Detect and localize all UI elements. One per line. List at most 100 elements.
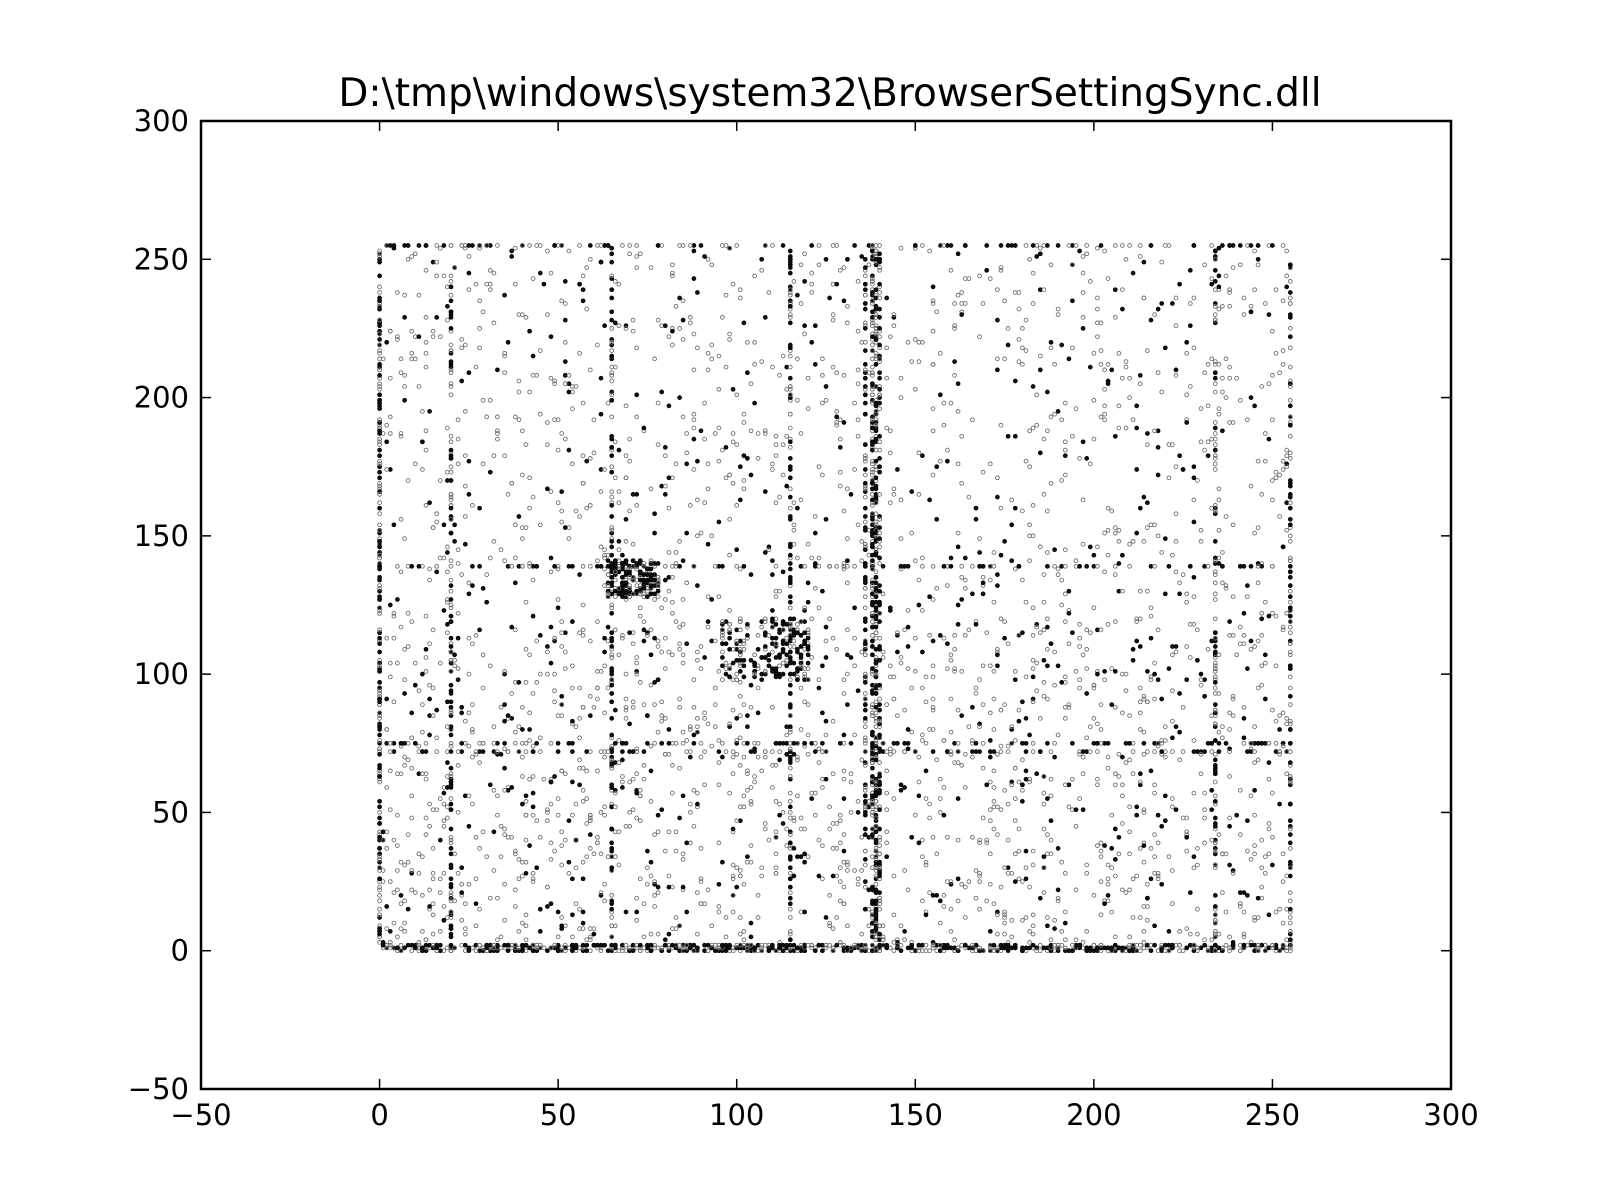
data-point: [1045, 389, 1050, 395]
data-point: [448, 915, 454, 920]
data-point: [598, 544, 604, 550]
data-point: [580, 602, 586, 608]
data-point: [570, 563, 575, 569]
data-point: [745, 854, 750, 860]
data-point: [666, 740, 672, 746]
data-point: [1127, 713, 1132, 718]
data-point: [748, 657, 754, 663]
data-point: [1266, 740, 1272, 746]
data-point: [377, 511, 382, 517]
data-point: [577, 281, 582, 287]
data-point: [1209, 713, 1215, 718]
data-point: [980, 469, 986, 475]
data-point: [873, 483, 879, 489]
data-point: [559, 298, 565, 304]
data-point: [1073, 243, 1079, 248]
data-point: [409, 254, 415, 259]
data-point: [920, 898, 925, 904]
data-point: [809, 281, 815, 287]
data-point: [377, 663, 382, 669]
data-point: [995, 494, 1000, 500]
data-point: [609, 539, 615, 544]
data-point: [630, 641, 636, 647]
data-point: [987, 754, 993, 760]
data-point: [884, 345, 890, 351]
data-point: [548, 489, 554, 494]
data-point: [1152, 782, 1157, 788]
data-point: [441, 801, 447, 807]
data-point: [448, 644, 454, 649]
data-point: [1277, 472, 1282, 478]
data-point: [1045, 923, 1050, 929]
data-point: [609, 848, 615, 854]
data-point: [1202, 815, 1207, 821]
data-point: [448, 881, 454, 887]
data-point: [662, 751, 668, 757]
data-point: [1284, 273, 1290, 279]
data-point: [605, 685, 611, 691]
data-point: [1095, 245, 1100, 251]
data-point: [1059, 342, 1065, 348]
data-point: [877, 456, 882, 461]
data-point: [516, 724, 522, 730]
data-point: [737, 497, 743, 503]
data-point: [584, 796, 590, 801]
data-point: [423, 740, 429, 746]
data-point: [812, 749, 818, 754]
data-point: [820, 400, 825, 406]
data-point: [845, 256, 850, 262]
data-point: [737, 680, 743, 685]
data-point: [1034, 392, 1040, 398]
data-point: [595, 342, 600, 348]
data-point: [659, 389, 665, 395]
data-point: [427, 577, 432, 583]
data-point: [948, 652, 954, 658]
data-point: [1041, 492, 1047, 497]
data-point: [448, 771, 454, 777]
data-point: [577, 926, 582, 931]
data-point: [741, 663, 747, 669]
data-point: [755, 456, 761, 461]
data-point: [1266, 912, 1272, 918]
data-point: [787, 445, 793, 450]
data-point: [730, 386, 736, 392]
data-point: [1137, 942, 1143, 948]
data-point: [1284, 248, 1290, 254]
data-point: [580, 942, 586, 948]
data-point: [934, 851, 940, 857]
data-point: [555, 597, 561, 602]
data-point: [998, 265, 1004, 270]
data-point: [862, 301, 868, 306]
data-point: [780, 442, 786, 447]
data-point: [1280, 879, 1286, 884]
data-point: [948, 555, 954, 561]
data-point: [1177, 729, 1182, 735]
data-point: [673, 619, 679, 624]
data-point: [1205, 362, 1211, 367]
data-point: [377, 710, 382, 716]
data-point: [1212, 904, 1218, 909]
data-point: [1009, 917, 1015, 923]
data-point: [1216, 245, 1222, 251]
data-point: [609, 494, 615, 500]
data-point: [680, 298, 686, 304]
data-point: [1037, 544, 1043, 550]
data-point: [1287, 740, 1293, 746]
data-point: [830, 364, 836, 370]
data-point: [487, 555, 493, 561]
data-point: [877, 386, 882, 392]
data-point: [1066, 356, 1072, 362]
data-point: [448, 505, 454, 511]
data-point: [520, 472, 525, 478]
data-point: [691, 425, 697, 431]
data-point: [666, 588, 672, 594]
data-point: [1116, 403, 1122, 409]
data-point: [530, 948, 536, 954]
data-point: [609, 655, 615, 660]
data-point: [862, 505, 868, 511]
data-point: [705, 619, 711, 624]
data-point: [602, 467, 607, 472]
data-point: [755, 710, 761, 716]
data-point: [477, 627, 482, 633]
data-point: [623, 909, 629, 915]
